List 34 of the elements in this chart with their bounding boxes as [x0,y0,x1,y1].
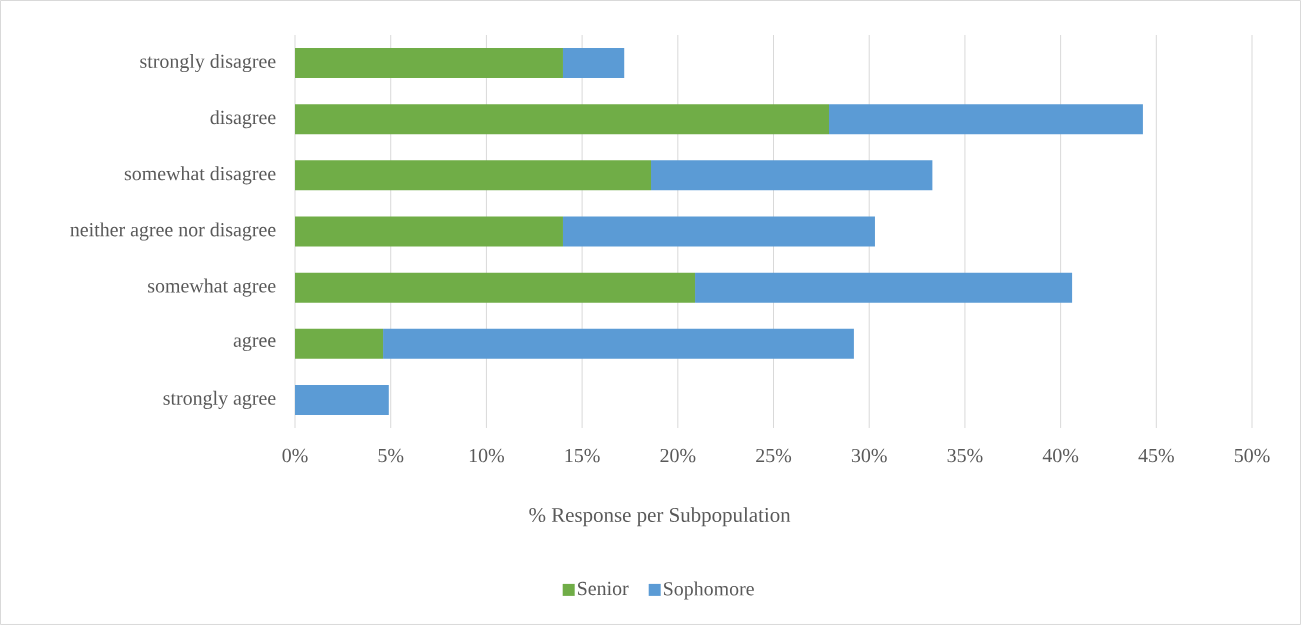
x-tick-label: 25% [756,448,792,463]
bar [295,272,696,303]
x-tick-label: 45% [1138,448,1174,463]
bar [695,272,1073,303]
bar [295,160,652,191]
x-tick-label: 40% [1042,448,1079,463]
x-tick-label: 5% [378,448,404,463]
y-tick-label: agree [233,336,276,352]
x-tick-label: 50% [1234,448,1270,463]
bar [295,328,384,359]
y-tick-label: somewhat disagree [124,166,276,185]
x-tick-label: 30% [851,448,887,463]
bar [562,216,875,247]
bar [295,104,830,135]
y-tick-label: somewhat agree [148,278,276,297]
bar [295,48,563,79]
x-axis-title: % Response per Subpopulation [529,507,791,527]
y-tick-label: strongly disagree [140,54,276,73]
y-tick-label: neither agree nor disagree [70,222,276,241]
legend-label: Sophomore [664,581,754,600]
y-tick-label: disagree [210,110,276,129]
x-tick-label: 10% [469,448,504,463]
x-tick-label: 20% [660,448,696,463]
x-tick-label: 15% [565,448,600,463]
bar [829,104,1143,135]
bar [295,216,563,247]
x-tick-label: 0% [282,448,308,463]
y-tick-label: strongly agree [163,390,276,409]
bar [562,48,625,79]
bar [383,328,854,359]
bar [295,384,389,415]
x-tick-label: 35% [947,448,983,463]
legend-label: Senior [578,581,629,596]
bar [651,160,933,191]
